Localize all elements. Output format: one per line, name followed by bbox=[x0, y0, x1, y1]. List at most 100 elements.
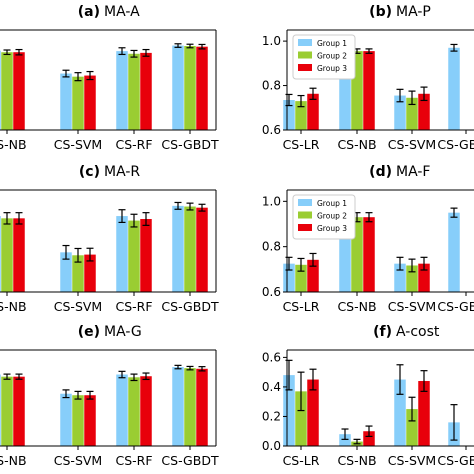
x-tick-label: CS-GBDT bbox=[161, 299, 219, 314]
x-tick-label: CS-LR bbox=[283, 137, 320, 152]
bar bbox=[339, 51, 351, 130]
y-tick-label: 1.0 bbox=[262, 194, 281, 208]
x-tick-label: CS-SVM bbox=[388, 453, 436, 468]
legend-label: Group 1 bbox=[317, 39, 347, 48]
y-tick-label: 0.4 bbox=[262, 380, 281, 394]
panel-title: MA-A bbox=[104, 4, 140, 20]
y-tick-label: 0.2 bbox=[262, 409, 281, 423]
bar bbox=[406, 409, 418, 446]
bar bbox=[60, 73, 72, 130]
bar bbox=[363, 217, 375, 292]
bar bbox=[0, 374, 1, 446]
bar bbox=[1, 52, 13, 130]
panel-letter: (d) bbox=[369, 164, 392, 180]
x-tick-label: CS-GBDT bbox=[437, 137, 474, 152]
bar bbox=[448, 212, 460, 292]
x-tick-label: CS-RF bbox=[115, 299, 152, 314]
bar bbox=[394, 263, 406, 292]
panel-ma-a: (a)MA-A CS-NB CS-SVM CS-RF CS-GBDT bbox=[0, 4, 219, 152]
panel-title: A-cost bbox=[396, 324, 440, 340]
legend-label: Group 3 bbox=[317, 64, 347, 73]
y-tick-label: 0.6 bbox=[262, 123, 281, 137]
bar bbox=[363, 431, 375, 446]
bar bbox=[295, 101, 307, 130]
bar bbox=[128, 377, 140, 446]
x-tick-label: CS-GBDT bbox=[161, 453, 219, 468]
bar bbox=[406, 265, 418, 292]
bar bbox=[418, 263, 430, 292]
x-tick-label: CS-LR bbox=[283, 299, 320, 314]
bar bbox=[140, 376, 152, 446]
bar bbox=[307, 379, 319, 446]
bar bbox=[60, 393, 72, 446]
bar bbox=[295, 264, 307, 292]
bar bbox=[283, 100, 295, 130]
panel-letter: (e) bbox=[78, 324, 100, 340]
bar bbox=[13, 52, 25, 130]
legend-label: Group 2 bbox=[317, 212, 347, 221]
x-tick-label: CS-SVM bbox=[54, 453, 102, 468]
x-tick-label: CS-NB bbox=[337, 299, 376, 314]
bar bbox=[283, 263, 295, 292]
x-tick-label: CS-SVM bbox=[54, 299, 102, 314]
bar bbox=[307, 93, 319, 130]
x-tick-label: CS-NB bbox=[0, 137, 27, 152]
bar bbox=[307, 259, 319, 292]
panel-title: MA-R bbox=[104, 164, 140, 180]
panel-ma-r: (c)MA-R CS-NB CS-SVM CS-RF CS-GBDT bbox=[0, 164, 219, 314]
bar bbox=[84, 395, 96, 446]
bar bbox=[1, 218, 13, 292]
legend: Group 1 Group 2 Group 3 bbox=[292, 194, 356, 240]
legend-label: Group 1 bbox=[317, 199, 347, 208]
x-tick-label: CS-LR bbox=[283, 453, 320, 468]
bar bbox=[196, 207, 208, 292]
panel-ma-g: (e)MA-G CS-NB CS-SVM CS-RF CS-GBDT bbox=[0, 324, 219, 468]
bar bbox=[0, 50, 1, 130]
bar bbox=[184, 368, 196, 446]
bar bbox=[406, 97, 418, 130]
panel-title: MA-P bbox=[396, 4, 431, 20]
legend-swatch bbox=[298, 51, 312, 59]
bar bbox=[418, 93, 430, 130]
bar bbox=[116, 216, 128, 292]
bar bbox=[0, 216, 1, 292]
bar bbox=[172, 205, 184, 292]
bar bbox=[394, 379, 406, 446]
bar bbox=[140, 219, 152, 292]
x-tick-label: CS-RF bbox=[115, 137, 152, 152]
y-tick-label: 0.8 bbox=[262, 79, 281, 93]
bar bbox=[418, 381, 430, 446]
bar bbox=[172, 367, 184, 446]
bar bbox=[72, 255, 84, 292]
panel-title: MA-F bbox=[396, 164, 430, 180]
panel-letter: (f) bbox=[373, 324, 392, 340]
bar bbox=[283, 375, 295, 446]
bar bbox=[339, 213, 351, 292]
bar bbox=[448, 47, 460, 130]
bar bbox=[84, 75, 96, 130]
y-tick-label: 1.0 bbox=[262, 34, 281, 48]
y-tick-label: 0.0 bbox=[262, 439, 281, 453]
bar bbox=[184, 206, 196, 292]
x-tick-label: CS-GBDT bbox=[437, 299, 474, 314]
bar bbox=[13, 218, 25, 292]
x-tick-label: CS-NB bbox=[0, 453, 27, 468]
legend: Group 1 Group 2 Group 3 bbox=[292, 34, 356, 80]
legend-swatch bbox=[298, 224, 312, 231]
bar bbox=[128, 53, 140, 130]
bar bbox=[72, 76, 84, 130]
bar bbox=[72, 395, 84, 446]
panel-letter: (b) bbox=[369, 4, 392, 20]
bar bbox=[351, 217, 363, 292]
panel-letter: (a) bbox=[78, 4, 100, 20]
legend-swatch bbox=[298, 64, 312, 71]
legend-swatch bbox=[298, 39, 312, 46]
bar bbox=[140, 52, 152, 131]
x-tick-label: CS-GBDT bbox=[161, 137, 219, 152]
x-tick-label: CS-NB bbox=[0, 299, 27, 314]
y-tick-label: 0.8 bbox=[262, 240, 281, 254]
bar bbox=[351, 51, 363, 130]
